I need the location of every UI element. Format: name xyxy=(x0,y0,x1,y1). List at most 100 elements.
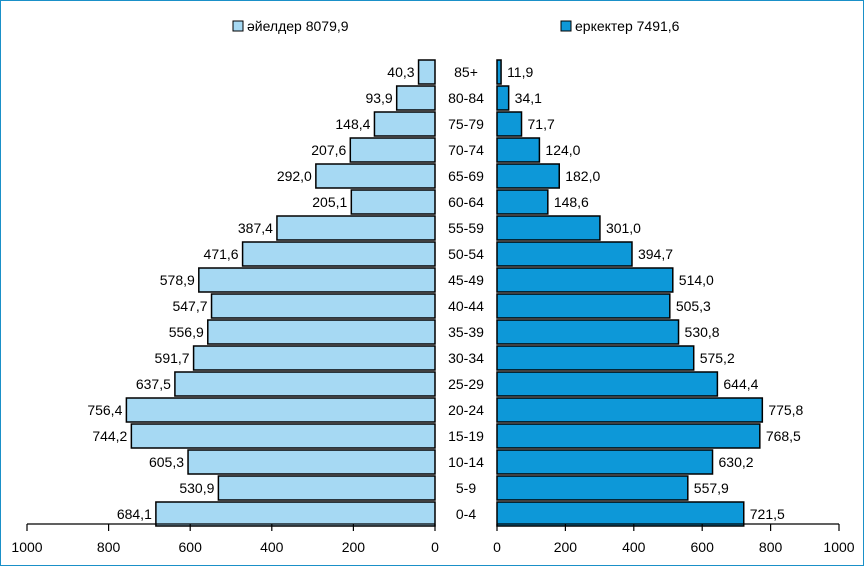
bar-women xyxy=(198,267,436,293)
bar-women xyxy=(349,137,436,163)
age-group-label: 50-54 xyxy=(448,246,484,262)
age-group-label: 10-14 xyxy=(448,454,484,470)
tick-label-left: 0 xyxy=(431,539,439,555)
data-label-men: 124,0 xyxy=(545,142,580,158)
data-label-women: 530,9 xyxy=(179,480,214,496)
bar-men xyxy=(496,241,633,267)
data-label-women: 591,7 xyxy=(155,350,190,366)
tick-label-right: 600 xyxy=(691,539,715,555)
bar-men xyxy=(496,319,680,345)
tick-label-left: 400 xyxy=(260,539,284,555)
data-label-men: 505,3 xyxy=(676,298,711,314)
data-label-men: 301,0 xyxy=(606,220,641,236)
bar-women xyxy=(210,293,436,319)
tick-label-left: 600 xyxy=(179,539,203,555)
bar-men xyxy=(496,345,695,371)
age-group-label: 15-19 xyxy=(448,428,484,444)
bar-men xyxy=(496,423,761,449)
bar-women xyxy=(125,397,436,423)
bar-men xyxy=(496,215,601,241)
data-label-women: 205,1 xyxy=(312,194,347,210)
data-label-men: 557,9 xyxy=(694,480,729,496)
legend: әйелдер 8079,9 еркектер 7491,6 xyxy=(232,18,680,34)
bar-men xyxy=(496,111,523,137)
tick-label-right: 200 xyxy=(554,539,578,555)
age-group-label: 65-69 xyxy=(448,168,484,184)
bar-women xyxy=(192,345,436,371)
axes xyxy=(26,523,840,531)
bar-women xyxy=(276,215,436,241)
bar-men xyxy=(496,267,674,293)
age-group-label: 45-49 xyxy=(448,272,484,288)
tick-label-left: 800 xyxy=(97,539,121,555)
bar-men xyxy=(496,449,714,475)
data-label-women: 744,2 xyxy=(92,428,127,444)
bar-women xyxy=(155,501,436,527)
age-group-label: 60-64 xyxy=(448,194,484,210)
data-label-women: 207,6 xyxy=(311,142,346,158)
bar-men xyxy=(496,475,689,501)
data-label-men: 775,8 xyxy=(768,402,803,418)
data-label-women: 605,3 xyxy=(149,454,184,470)
bar-women xyxy=(241,241,436,267)
bar-women xyxy=(373,111,436,137)
data-label-women: 292,0 xyxy=(277,168,312,184)
age-group-label: 40-44 xyxy=(448,298,484,314)
age-group-label: 75-79 xyxy=(448,116,484,132)
data-label-women: 578,9 xyxy=(160,272,195,288)
data-label-men: 630,2 xyxy=(719,454,754,470)
age-group-label: 30-34 xyxy=(448,350,484,366)
bar-women xyxy=(315,163,436,189)
bar-men xyxy=(496,85,510,111)
age-group-label: 85+ xyxy=(454,64,478,80)
bar-men xyxy=(496,59,502,85)
age-group-label: 55-59 xyxy=(448,220,484,236)
bar-women xyxy=(350,189,436,215)
legend-label-men: еркектер 7491,6 xyxy=(575,18,680,34)
age-group-label: 35-39 xyxy=(448,324,484,340)
bar-women xyxy=(187,449,436,475)
data-label-women: 556,9 xyxy=(169,324,204,340)
age-group-label: 5-9 xyxy=(456,480,476,496)
bar-women xyxy=(217,475,436,501)
tick-label-right: 800 xyxy=(759,539,783,555)
tick-label-left: 1000 xyxy=(11,539,42,555)
age-group-label: 20-24 xyxy=(448,402,484,418)
bar-men xyxy=(496,137,541,163)
bar-women xyxy=(130,423,436,449)
tick-label-left: 200 xyxy=(342,539,366,555)
age-group-label: 70-74 xyxy=(448,142,484,158)
age-group-label: 80-84 xyxy=(448,90,484,106)
bar-women xyxy=(417,59,436,85)
data-label-men: 768,5 xyxy=(766,428,801,444)
tick-labels: 1000 800 600 400 200 0 0 200 400 600 800 1000 xyxy=(11,539,854,555)
data-label-men: 644,4 xyxy=(723,376,758,392)
data-label-women: 637,5 xyxy=(136,376,171,392)
age-group-label: 25-29 xyxy=(448,376,484,392)
data-label-men: 11,9 xyxy=(507,64,533,80)
bar-men xyxy=(496,397,764,423)
bar-men xyxy=(496,293,671,319)
age-group-labels: 0-4 5-9 10-14 15-19 20-24 25-29 30-34 35-39 40-4… xyxy=(448,64,484,522)
bar-men xyxy=(496,163,560,189)
bar-women xyxy=(174,371,436,397)
data-label-men: 34,1 xyxy=(515,90,542,106)
data-label-men: 148,6 xyxy=(554,194,589,210)
data-label-women: 387,4 xyxy=(238,220,273,236)
bar-women xyxy=(395,85,436,111)
data-label-women: 547,7 xyxy=(172,298,207,314)
data-label-women: 40,3 xyxy=(387,64,414,80)
bar-men xyxy=(496,371,719,397)
tick-label-right: 0 xyxy=(493,539,501,555)
legend-swatch-women xyxy=(232,20,244,32)
women-bars: 684,1 530,9 605,3 744,2 756,4 637,5 591,7 556,9… xyxy=(87,59,436,527)
data-label-women: 756,4 xyxy=(87,402,122,418)
tick-label-right: 400 xyxy=(622,539,646,555)
data-label-men: 514,0 xyxy=(679,272,714,288)
data-label-women: 684,1 xyxy=(117,506,152,522)
data-label-men: 575,2 xyxy=(700,350,735,366)
data-label-women: 93,9 xyxy=(365,90,392,106)
data-label-women: 471,6 xyxy=(204,246,239,262)
